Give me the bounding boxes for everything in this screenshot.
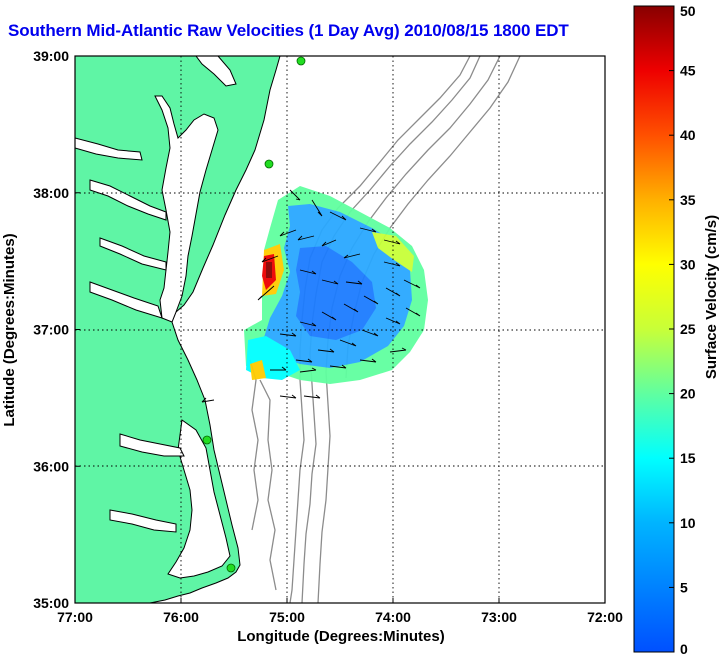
colorbar-tick-label: 40 (680, 127, 696, 143)
james-river (89, 281, 163, 319)
rappahannock-river (99, 237, 167, 271)
x-tick-label: 72:00 (587, 609, 623, 625)
station-marker[interactable] (296, 56, 306, 66)
station-marker[interactable] (202, 435, 212, 445)
pamlico-river (109, 509, 177, 533)
grid-lines (75, 56, 605, 603)
x-axis-ticks: 77:00 76:00 75:00 74:00 73:00 72:00 (57, 598, 623, 625)
station-marker[interactable] (226, 563, 236, 573)
albemarle-sound (119, 433, 185, 457)
chesapeake-bay (154, 95, 219, 323)
x-tick-label: 73:00 (481, 609, 517, 625)
delaware-bay (195, 56, 237, 87)
colorbar-tick-label: 15 (680, 450, 696, 466)
x-tick-label: 75:00 (269, 609, 305, 625)
colorbar (633, 5, 675, 653)
x-axis-label: Longitude (Degrees:Minutes) (237, 628, 445, 645)
colorbar-tick-label: 45 (680, 63, 696, 79)
colorbar-tick-label: 35 (680, 192, 696, 208)
x-tick-label: 74:00 (375, 609, 411, 625)
y-tick-label: 38:00 (33, 185, 69, 201)
pamlico-sound (167, 419, 231, 579)
colorbar-label: Surface Velocity (cm/s) (703, 215, 720, 379)
x-tick-label: 77:00 (57, 609, 93, 625)
y-axis-label: Latitude (Degrees:Minutes) (1, 233, 18, 426)
colorbar-tick-label: 20 (680, 386, 696, 402)
colorbar-tick-label: 5 (680, 579, 688, 595)
x-tick-label: 76:00 (163, 609, 199, 625)
colorbar-tick-label: 0 (680, 641, 688, 657)
colorbar-tick-label: 30 (680, 256, 696, 272)
y-axis-ticks: 39:00 38:00 37:00 36:00 35:00 (33, 48, 80, 611)
velocity-vectors (201, 189, 421, 403)
y-tick-label: 39:00 (33, 48, 69, 64)
station-markers (202, 56, 306, 573)
colorbar-tick-label: 50 (680, 3, 696, 19)
colorbar-tick-label: 25 (680, 321, 696, 337)
upper-bay-inlet (75, 137, 143, 161)
velocity-field (244, 186, 428, 384)
station-marker[interactable] (264, 159, 274, 169)
colorbar-tick-label: 10 (680, 515, 696, 531)
y-tick-label: 35:00 (33, 595, 69, 611)
y-tick-label: 36:00 (33, 458, 69, 474)
y-tick-label: 37:00 (33, 322, 69, 338)
chart-title: Southern Mid-Atlantic Raw Velocities (1 … (8, 21, 569, 40)
potomac-river (89, 179, 167, 221)
